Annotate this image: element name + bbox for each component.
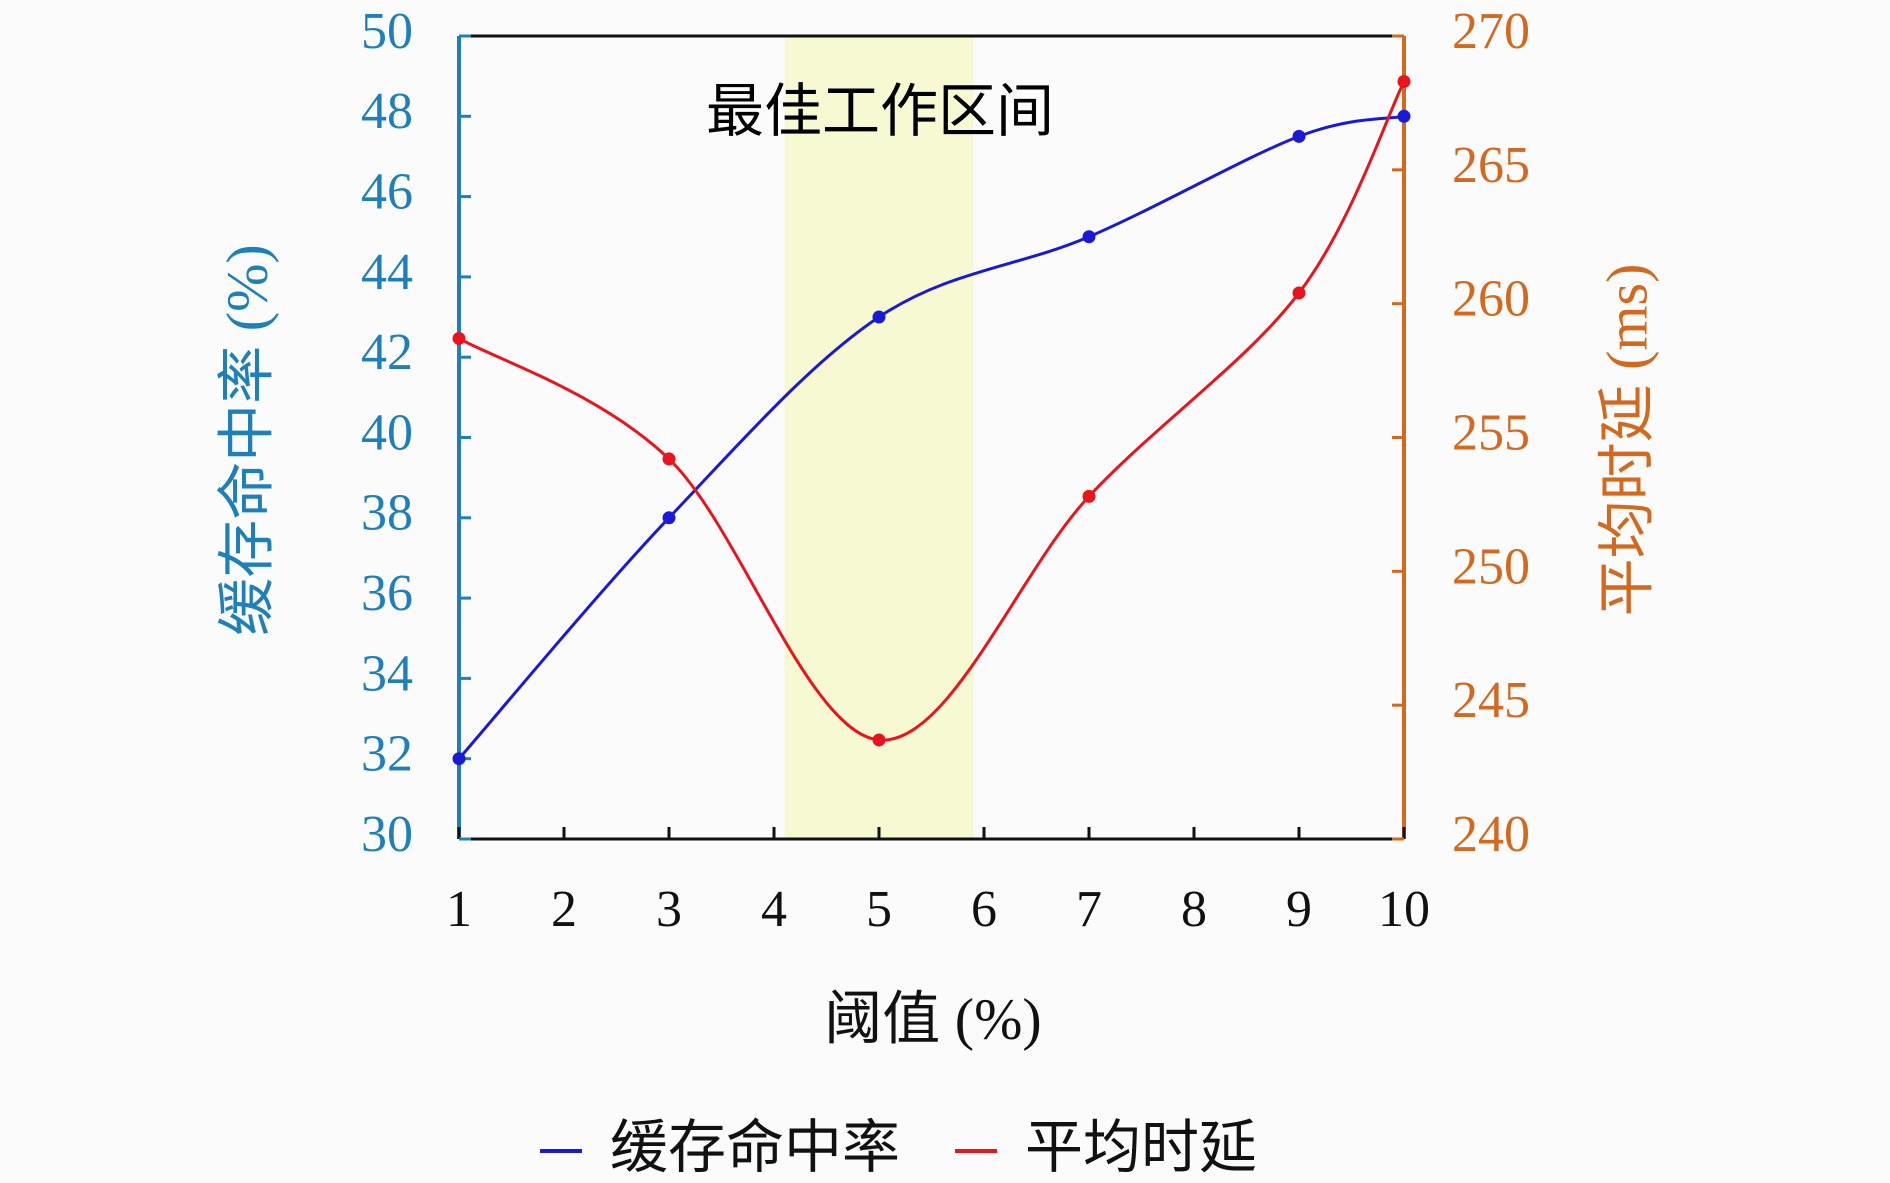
y2-axis-title: 平均时延 (ms): [1594, 264, 1659, 617]
y-axis-title: 缓存命中率 (%): [214, 244, 279, 635]
y-tick-label: 34: [361, 645, 413, 702]
y-tick-label: 46: [361, 164, 413, 221]
data-point: [1292, 286, 1306, 300]
y-tick-label: 32: [361, 726, 413, 783]
legend-label: 缓存命中率: [610, 1113, 900, 1181]
y-tick-label: 42: [361, 324, 413, 381]
x-tick-label: 5: [866, 881, 892, 938]
y2-tick-label: 270: [1452, 3, 1530, 60]
y2-tick-label: 250: [1452, 538, 1530, 595]
data-point: [1292, 129, 1306, 143]
data-point: [1082, 489, 1096, 503]
data-point: [1397, 109, 1411, 123]
y2-tick-label: 245: [1452, 672, 1530, 729]
annotation: 最佳工作区间: [706, 77, 1054, 145]
y-tick-label: 48: [361, 83, 413, 140]
y-tick-label: 50: [361, 3, 413, 60]
y-tick-label: 36: [361, 565, 413, 622]
x-tick-label: 4: [761, 881, 787, 938]
data-point: [452, 331, 466, 345]
data-point: [872, 733, 886, 747]
series-line: [457, 114, 1405, 760]
data-point: [1082, 230, 1096, 244]
x-tick-label: 10: [1378, 881, 1430, 938]
y-tick-label: 30: [361, 806, 413, 863]
highlight-region: [784, 36, 974, 839]
legend-label: 平均时延: [1025, 1113, 1257, 1181]
x-tick-label: 9: [1286, 881, 1312, 938]
x-tick-label: 6: [971, 881, 997, 938]
x-tick-label: 8: [1181, 881, 1207, 938]
data-point: [1397, 75, 1411, 89]
y-tick-label: 40: [361, 404, 413, 461]
y2-tick-label: 240: [1452, 806, 1530, 863]
x-tick-label: 2: [551, 881, 577, 938]
data-point: [452, 752, 466, 766]
y2-tick-label: 260: [1452, 271, 1530, 328]
data-point: [872, 310, 886, 324]
y2-tick-label: 255: [1452, 404, 1530, 461]
x-tick-label: 7: [1076, 881, 1102, 938]
data-point: [662, 511, 676, 525]
y-tick-label: 38: [361, 485, 413, 542]
x-axis-title: 阈值 (%): [824, 986, 1041, 1051]
x-tick-label: 3: [656, 881, 682, 938]
x-tick-label: 1: [446, 881, 472, 938]
y-tick-label: 44: [361, 244, 413, 301]
data-point: [662, 452, 676, 466]
y2-tick-label: 265: [1452, 137, 1530, 194]
